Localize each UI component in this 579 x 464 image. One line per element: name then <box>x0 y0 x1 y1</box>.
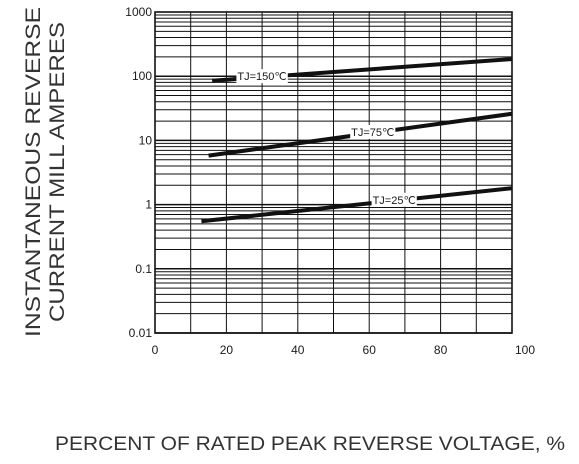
series-label-background <box>350 124 396 139</box>
series-label-background <box>371 192 417 207</box>
x-tick-label: 100 <box>515 343 535 357</box>
y-axis-ticks: 0.01 0.1 1 10 100 1000 <box>125 5 152 340</box>
y-tick-label: 0.1 <box>135 262 152 276</box>
plot-frame <box>154 11 513 334</box>
y-axis-title-line-1: INSTANTANEOUS REVERSE <box>22 7 45 337</box>
x-tick-label: 0 <box>152 343 159 357</box>
y-tick-label: 10 <box>139 133 153 147</box>
x-axis-title: PERCENT OF RATED PEAK REVERSE VOLTAGE, % <box>55 434 565 455</box>
series-label: TJ=150℃ <box>237 71 286 83</box>
y-tick-label: 100 <box>132 69 152 83</box>
series-label: TJ=75℃ <box>351 127 394 139</box>
series-label: TJ=25℃ <box>373 195 416 207</box>
series: TJ=150℃ TJ=75℃ TJ=25℃ <box>201 57 513 224</box>
series-line <box>201 186 513 224</box>
x-tick-label: 80 <box>434 343 448 357</box>
x-tick-label: 60 <box>363 343 377 357</box>
y-tick-label: 0.01 <box>129 326 153 340</box>
y-tick-label: 1 <box>145 198 152 212</box>
x-tick-label: 20 <box>220 343 234 357</box>
grid <box>155 12 512 334</box>
y-axis-title-line-2: CURRENT MILL AMPERES <box>46 22 69 322</box>
series-label-background <box>236 69 288 84</box>
x-tick-label: 40 <box>291 343 305 357</box>
y-tick-label: 1000 <box>125 5 152 19</box>
x-axis-ticks: 0 20 40 60 80 100 <box>152 343 536 357</box>
